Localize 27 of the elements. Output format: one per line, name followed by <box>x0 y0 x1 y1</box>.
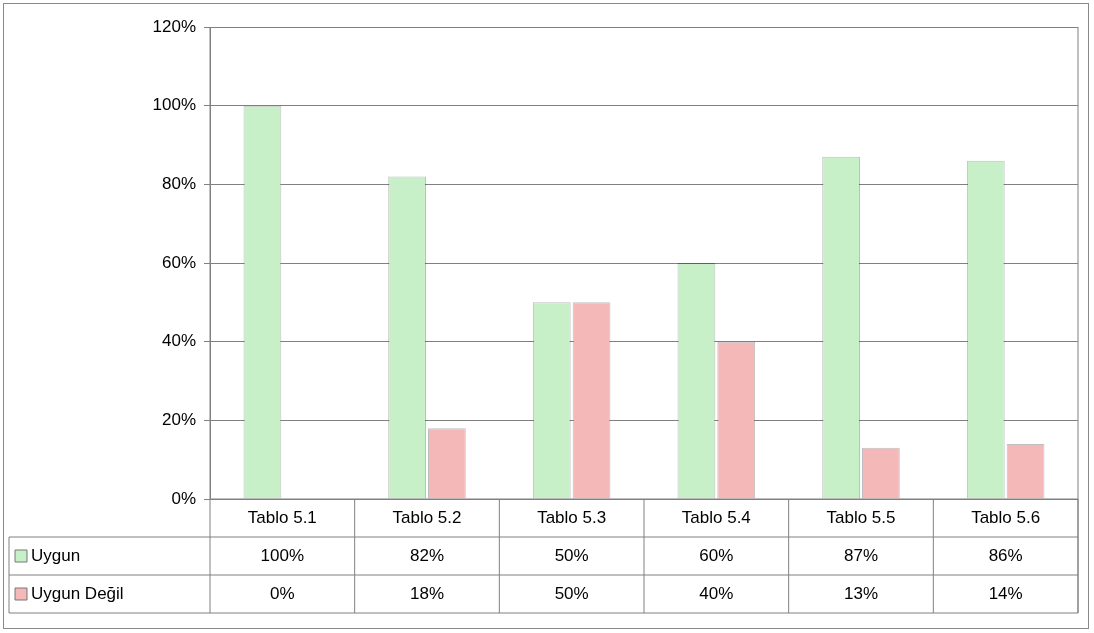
data-label: 40% <box>699 583 734 603</box>
x-tick-label: Tablo 5.5 <box>826 507 896 527</box>
y-tick-label: 40% <box>161 331 196 351</box>
x-tick-label: Tablo 5.6 <box>971 507 1041 527</box>
x-tick-label: Tablo 5.4 <box>681 507 751 527</box>
data-label: 14% <box>988 583 1023 603</box>
data-label: 100% <box>260 545 305 565</box>
data-label: 86% <box>988 545 1023 565</box>
y-tick-label: 100% <box>152 95 196 115</box>
data-label: 13% <box>843 583 879 603</box>
data-label: 50% <box>554 545 589 565</box>
data-label: 50% <box>554 583 589 603</box>
data-label: 0% <box>270 583 295 603</box>
y-tick-label: 80% <box>161 174 196 194</box>
data-label: 18% <box>409 583 445 603</box>
y-tick-label: 120% <box>152 16 196 36</box>
y-tick-label: 0% <box>171 488 196 508</box>
x-tick-label: Tablo 5.3 <box>537 507 607 527</box>
x-tick-label: Tablo 5.1 <box>247 507 317 527</box>
legend-label: Uygun Değil <box>31 583 124 603</box>
legend-label: Uygun <box>31 545 81 565</box>
data-label: 82% <box>409 545 445 565</box>
data-label: 87% <box>843 545 879 565</box>
data-label: 60% <box>699 545 734 565</box>
y-tick-label: 60% <box>161 252 196 272</box>
y-tick-label: 20% <box>161 410 196 430</box>
x-tick-label: Tablo 5.2 <box>392 507 462 527</box>
